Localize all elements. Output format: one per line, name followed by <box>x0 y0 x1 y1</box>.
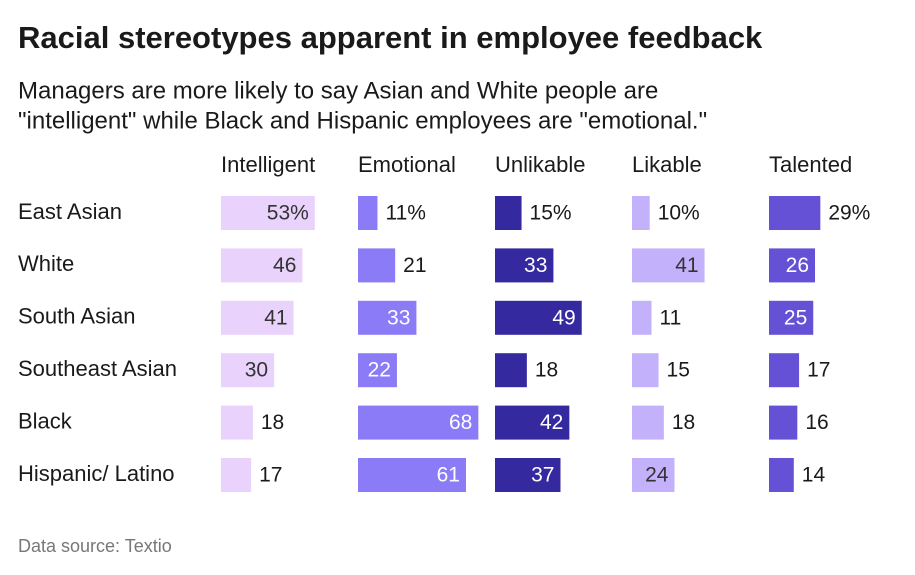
bar <box>495 300 582 335</box>
value-label: 18 <box>535 359 558 382</box>
bar <box>221 458 252 492</box>
value-label: 37 <box>531 464 554 487</box>
bar <box>769 405 798 440</box>
bar <box>221 248 303 283</box>
value-label: 18 <box>672 411 695 434</box>
bar <box>495 405 570 440</box>
value-label: 41 <box>264 306 287 329</box>
value-label: 11% <box>385 202 425 225</box>
value-label: 14 <box>802 464 826 487</box>
bar <box>221 300 294 335</box>
value-label: 53% <box>267 202 309 225</box>
column-header: Intelligent <box>221 152 315 177</box>
value-label: 21 <box>403 254 426 277</box>
bar <box>769 300 814 335</box>
chart-title: Racial stereotypes apparent in employee … <box>18 20 763 55</box>
column-header: Unlikable <box>495 152 586 177</box>
value-label: 10% <box>658 202 700 225</box>
value-label: 18 <box>261 411 284 434</box>
value-label: 25 <box>784 306 807 329</box>
bar <box>769 458 794 492</box>
bar <box>769 353 800 388</box>
source-note: Data source: Textio <box>18 536 172 556</box>
value-label: 26 <box>786 254 809 277</box>
value-label: 22 <box>368 359 391 382</box>
chart-subtitle: Managers are more likely to say Asian an… <box>18 77 658 104</box>
bar <box>358 353 397 388</box>
bar <box>632 458 675 492</box>
bar <box>495 458 561 492</box>
value-label: 41 <box>675 254 698 277</box>
value-label: 16 <box>805 411 828 434</box>
value-label: 33 <box>387 306 410 329</box>
chart-subtitle: "intelligent" while Black and Hispanic e… <box>18 107 707 134</box>
bar <box>632 405 664 440</box>
bar <box>221 405 253 440</box>
bar <box>769 248 816 283</box>
value-label: 15% <box>530 202 572 225</box>
bar <box>495 248 554 283</box>
bar <box>632 196 650 230</box>
bar <box>632 248 705 283</box>
column-header: Talented <box>769 152 852 177</box>
value-label: 15 <box>667 359 690 382</box>
bar <box>358 458 466 492</box>
value-label: 61 <box>437 464 460 487</box>
bar <box>769 196 821 230</box>
column-header: Likable <box>632 152 702 177</box>
value-label: 33 <box>524 254 547 277</box>
category-label: South Asian <box>18 304 135 329</box>
category-label: East Asian <box>18 199 122 224</box>
category-label: Southeast Asian <box>18 356 177 381</box>
column-header: Emotional <box>358 152 456 177</box>
bar <box>221 196 315 230</box>
bar <box>358 248 396 283</box>
bar <box>358 300 417 335</box>
value-label: 17 <box>259 464 282 487</box>
bar <box>632 300 652 335</box>
category-label: Hispanic/ Latino <box>18 461 175 486</box>
category-label: Black <box>18 408 73 433</box>
value-label: 30 <box>245 359 268 382</box>
bar <box>221 353 275 388</box>
bar <box>495 353 527 388</box>
value-label: 68 <box>449 411 472 434</box>
bar <box>358 196 378 230</box>
value-label: 17 <box>807 359 830 382</box>
value-label: 11 <box>659 306 681 329</box>
value-label: 46 <box>273 254 296 277</box>
bar <box>632 353 659 388</box>
value-label: 24 <box>645 464 669 487</box>
value-label: 49 <box>552 306 575 329</box>
bar <box>495 196 522 230</box>
bar <box>358 405 479 440</box>
category-label: White <box>18 251 74 276</box>
value-label: 42 <box>540 411 563 434</box>
value-label: 29% <box>828 202 870 225</box>
